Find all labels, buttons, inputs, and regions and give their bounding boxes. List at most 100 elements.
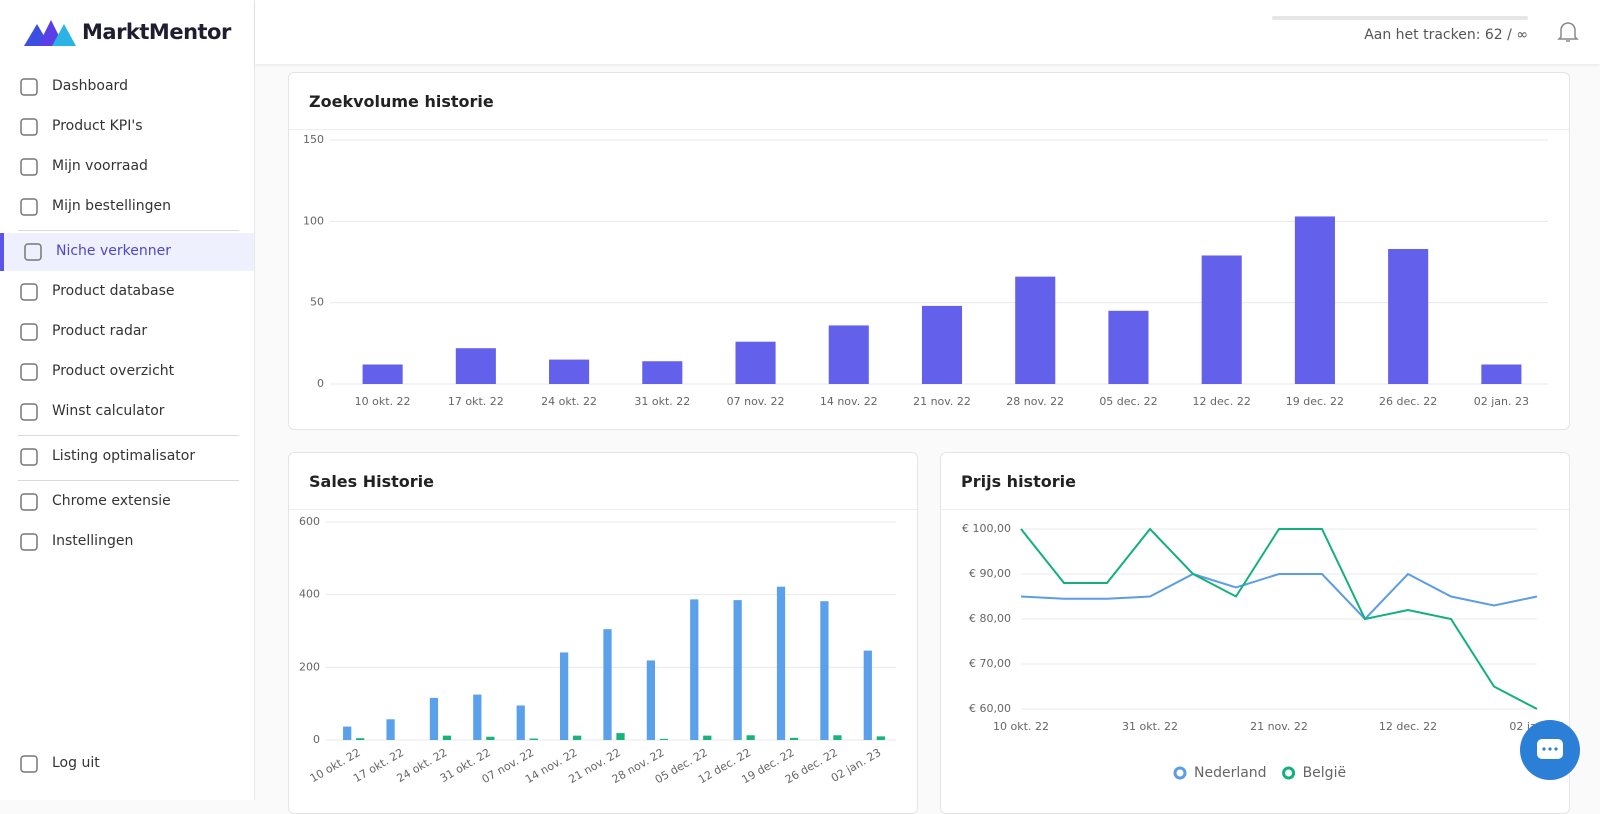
bar — [646, 660, 655, 740]
x-tick-label: 10 okt. 22 — [355, 395, 411, 408]
bar — [559, 652, 569, 740]
legend-label: België — [1303, 765, 1347, 781]
x-tick-label: 10 okt. 22 — [993, 720, 1049, 733]
nav-label: Instellingen — [52, 533, 134, 549]
sidebar: MarktMentor Dashboard Product KPI's Mijn v… — [0, 0, 255, 800]
nav-icon — [20, 323, 38, 341]
nav-icon — [20, 118, 38, 136]
tracking-text: Aan het tracken: 62 / ∞ — [1364, 27, 1528, 43]
nav-icon — [20, 363, 38, 381]
bar — [516, 705, 525, 740]
nav-item[interactable]: Product radar — [0, 313, 254, 351]
x-tick-label: 28 nov. 22 — [1006, 395, 1064, 408]
bar — [442, 735, 452, 740]
bar — [921, 305, 963, 384]
nav-item[interactable]: Chrome extensie — [0, 483, 254, 521]
logo-mark — [24, 20, 76, 46]
x-tick-label: 14 nov. 22 — [820, 395, 878, 408]
nav-item[interactable]: Niche verkenner — [0, 233, 254, 271]
bar — [863, 650, 872, 740]
nav-icon — [20, 448, 38, 466]
bar — [828, 325, 869, 384]
y-tick-label: 150 — [303, 133, 324, 146]
bar — [1201, 255, 1242, 384]
bar — [690, 599, 699, 740]
bar — [362, 364, 403, 384]
nav-icon — [20, 78, 38, 96]
x-tick-label: 19 dec. 22 — [1286, 395, 1344, 408]
x-tick-label: 17 okt. 22 — [448, 395, 504, 408]
bar — [486, 736, 495, 740]
nav-icon — [20, 533, 38, 551]
bar — [1108, 310, 1149, 384]
card-title: Zoekvolume historie — [309, 92, 494, 111]
nav-item[interactable]: Mijn voorraad — [0, 148, 254, 186]
y-tick-label: 100 — [303, 214, 324, 227]
nav-label: Log uit — [52, 755, 100, 771]
bar — [876, 736, 885, 740]
y-tick-label: € 80,00 — [969, 612, 1011, 625]
x-tick-label: 31 okt. 22 — [634, 395, 690, 408]
y-tick-label: 200 — [299, 660, 320, 673]
card-title: Sales Historie — [309, 472, 435, 491]
separator — [18, 435, 239, 436]
x-tick-label: 07 nov. 22 — [727, 395, 785, 408]
bar — [455, 348, 496, 384]
header: Aan het tracken: 62 / ∞ — [255, 0, 1600, 64]
nav-item[interactable]: Winst calculator — [0, 393, 254, 431]
nav-label: Chrome extensie — [52, 493, 171, 509]
nav-item[interactable]: Listing optimalisator — [0, 438, 254, 476]
tracking-bar — [1272, 16, 1528, 20]
bar — [735, 341, 776, 384]
separator — [18, 480, 239, 481]
y-tick-label: € 70,00 — [969, 657, 1011, 670]
bar — [529, 738, 538, 740]
bar — [642, 361, 683, 384]
x-tick-label: 12 dec. 22 — [1379, 720, 1437, 733]
bar — [473, 694, 482, 740]
nav-label: Listing optimalisator — [52, 448, 196, 464]
y-tick-label: 0 — [313, 733, 320, 746]
x-tick-label: 02 jan. 23 — [829, 746, 883, 785]
bell-icon[interactable] — [1557, 20, 1579, 44]
card-title: Prijs historie — [961, 472, 1076, 491]
nav-item[interactable]: Product overzicht — [0, 353, 254, 391]
bar — [703, 735, 712, 740]
nav-item[interactable]: Instellingen — [0, 523, 254, 561]
bar — [549, 359, 590, 384]
y-tick-label: 600 — [299, 515, 320, 528]
y-tick-label: 0 — [317, 377, 324, 390]
nav-icon — [24, 243, 42, 261]
y-tick-label: € 60,00 — [969, 702, 1011, 715]
bar — [603, 629, 612, 740]
x-tick-label: 26 dec. 22 — [1379, 395, 1437, 408]
nav-label: Product overzicht — [52, 363, 175, 379]
x-tick-label: 02 jan. 23 — [1474, 395, 1529, 408]
bar — [1388, 248, 1429, 384]
x-tick-label: 21 nov. 22 — [1250, 720, 1308, 733]
y-tick-label: 400 — [299, 588, 320, 601]
bar — [343, 726, 352, 740]
nav-icon — [20, 198, 38, 216]
nav-icon — [20, 403, 38, 421]
nav-icon — [20, 755, 38, 773]
bar — [789, 737, 799, 740]
brand: MarktMentor — [82, 20, 231, 44]
nav-label: Product radar — [52, 323, 148, 339]
nav-item[interactable]: Mijn bestellingen — [0, 188, 254, 226]
nav-label: Product KPI's — [52, 118, 143, 134]
bar — [429, 697, 439, 740]
chat-button[interactable] — [1520, 720, 1580, 780]
bar — [820, 601, 829, 740]
logout[interactable]: Log uit — [0, 745, 254, 783]
nav-item[interactable]: Product database — [0, 273, 254, 311]
x-tick-label: 31 okt. 22 — [1122, 720, 1178, 733]
x-tick-label: 12 dec. 22 — [1193, 395, 1251, 408]
nav-label: Niche verkenner — [56, 243, 171, 259]
nav-item[interactable]: Dashboard — [0, 68, 254, 106]
bar — [356, 738, 365, 740]
nav-item[interactable]: Product KPI's — [0, 108, 254, 146]
legend-marker — [1173, 766, 1187, 780]
